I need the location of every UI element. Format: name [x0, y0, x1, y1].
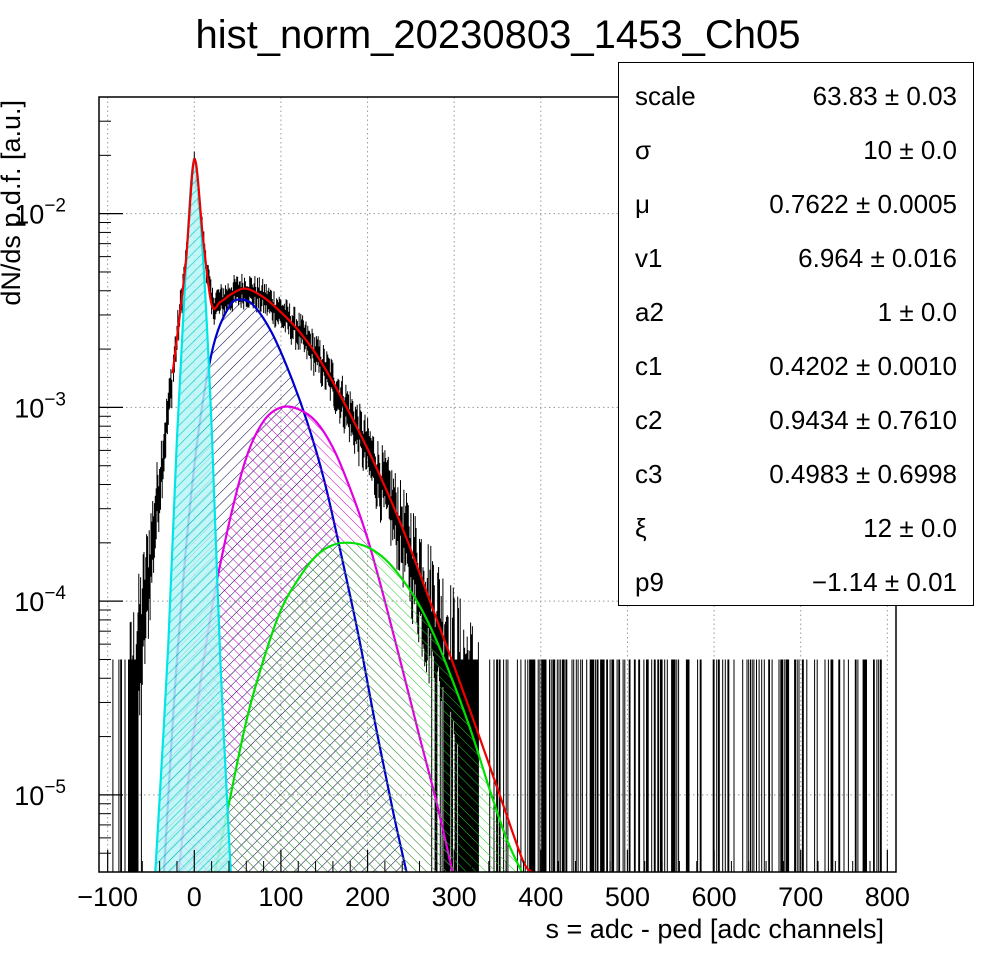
- fit-components: [154, 158, 534, 873]
- y-axis-label: dN/ds p.d.f. [a.u.]: [0, 100, 26, 306]
- stat-row: c1 0.4202 ± 0.0010: [619, 337, 973, 391]
- x-tick-label: 400: [518, 882, 563, 912]
- stat-row: v1 6.964 ± 0.016: [619, 229, 973, 283]
- x-tick-label: 500: [605, 882, 650, 912]
- stat-row: c2 0.9434 ± 0.7610: [619, 391, 973, 445]
- stat-name: p9: [635, 567, 664, 597]
- fit-curve-total: [171, 158, 534, 873]
- stat-row: ξ 12 ± 0.0: [619, 499, 973, 553]
- stat-value: 1 ± 0.0: [877, 297, 957, 327]
- stat-value: 12 ± 0.0: [863, 513, 957, 543]
- stat-name: c2: [635, 405, 663, 435]
- x-tick-label: 100: [258, 882, 303, 912]
- stat-value: 10 ± 0.0: [863, 135, 957, 165]
- y-tick-label: 10−3: [14, 389, 66, 423]
- stat-name: ξ: [635, 513, 647, 543]
- stat-value: 0.9434 ± 0.7610: [769, 405, 957, 435]
- stat-row: μ 0.7622 ± 0.0005: [619, 175, 973, 229]
- stat-value: 0.4202 ± 0.0010: [769, 351, 957, 381]
- stat-name: μ: [635, 189, 650, 219]
- fit-fill-3pe: [215, 542, 522, 872]
- y-axis: 10−510−410−310−2: [14, 96, 123, 873]
- stat-name: scale: [635, 81, 696, 111]
- stat-value: 0.4983 ± 0.6998: [769, 459, 957, 489]
- stat-name: σ: [635, 135, 652, 165]
- stat-row: a2 1 ± 0.0: [619, 283, 973, 337]
- stat-name: v1: [635, 243, 663, 273]
- fit-parameters-box: scale 63.83 ± 0.03 σ 10 ± 0.0 μ 0.7622 ± 0.00…: [618, 62, 974, 606]
- x-tick-label: 0: [187, 882, 202, 912]
- y-tick-label: 10−4: [14, 583, 66, 617]
- x-axis-label: s = adc - ped [adc channels]: [546, 914, 884, 944]
- stat-name: c3: [635, 459, 663, 489]
- stat-row: σ 10 ± 0.0: [619, 121, 973, 175]
- stat-name: c1: [635, 351, 663, 381]
- chart-title: hist_norm_20230803_1453_Ch05: [196, 13, 801, 57]
- x-axis: −100 0 100 200 300 400 500 600 700 800: [77, 850, 910, 912]
- fit-fill-pedestal: [155, 159, 231, 872]
- stat-value: 0.7622 ± 0.0005: [769, 189, 957, 219]
- stat-name: a2: [635, 297, 664, 327]
- stat-value: 6.964 ± 0.016: [798, 243, 957, 273]
- fit-curve-3pe: [214, 541, 523, 873]
- x-tick-label: 300: [432, 882, 477, 912]
- x-tick-label: 200: [345, 882, 390, 912]
- stat-row: c3 0.4983 ± 0.6998: [619, 445, 973, 499]
- x-tick-label: 800: [865, 882, 910, 912]
- stat-value: 63.83 ± 0.03: [812, 81, 957, 111]
- stat-value: −1.14 ± 0.01: [811, 567, 957, 597]
- x-tick-label: 700: [778, 882, 823, 912]
- y-tick-label: 10−5: [14, 777, 66, 811]
- stat-row: p9 −1.14 ± 0.01: [619, 553, 973, 607]
- x-tick-label: −100: [77, 882, 138, 912]
- x-tick-label: 600: [692, 882, 737, 912]
- stat-row: scale 63.83 ± 0.03: [619, 67, 973, 121]
